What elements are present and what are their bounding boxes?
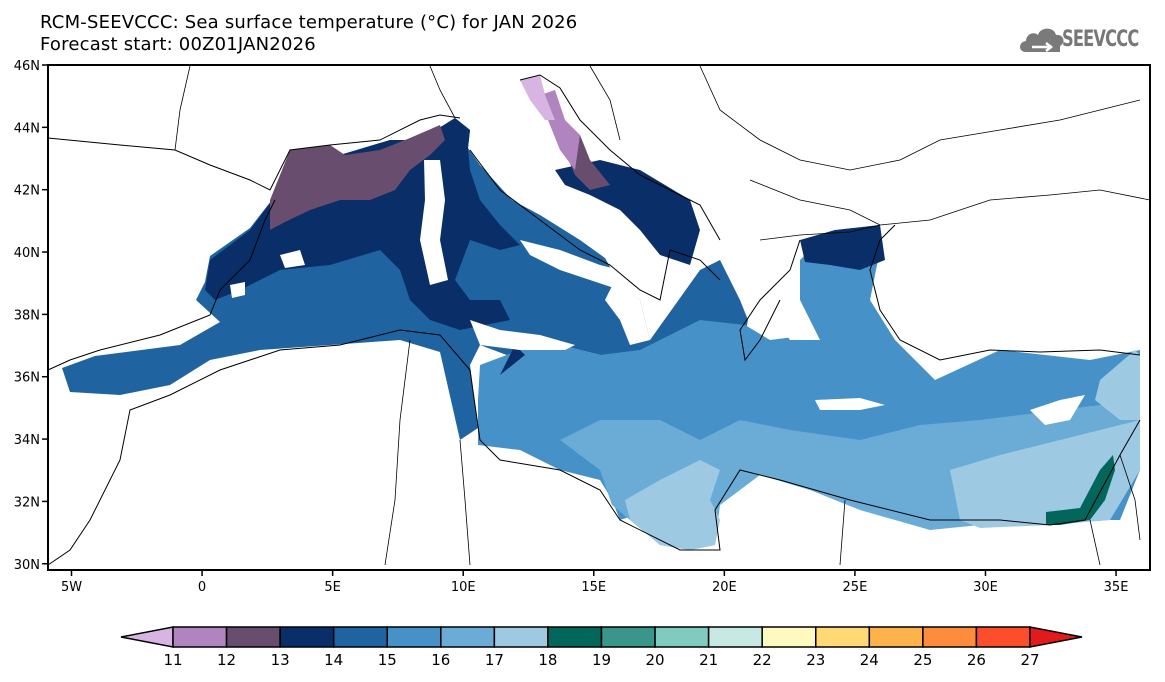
coastline	[47, 199, 276, 371]
x-tick-label: 20E	[712, 580, 737, 595]
colorbar-label: 19	[592, 651, 611, 669]
y-axis: 46N 44N 42N 40N 38N 36N 34N 32N 30N	[14, 59, 48, 573]
colorbar-label: 21	[699, 651, 718, 669]
colorbar-label: 16	[431, 651, 450, 669]
colorbar-label: 11	[163, 651, 182, 669]
country-border	[1119, 454, 1141, 541]
chart-title: RCM-SEEVCCC: Sea surface temperature (°C…	[40, 12, 578, 33]
colorbar-label: 25	[913, 651, 932, 669]
colorbar-extend-low	[120, 626, 174, 648]
colorbar-swatch	[547, 626, 603, 648]
y-tick-label: 46N	[14, 59, 40, 74]
country-border	[699, 65, 1141, 171]
land-mask	[280, 250, 305, 268]
colorbar-label: 15	[378, 651, 397, 669]
country-border	[759, 224, 881, 241]
colorbar-label: 27	[1020, 651, 1039, 669]
sst-fill-layer	[62, 75, 1140, 550]
plot-frame	[47, 64, 1151, 571]
y-tick-label: 42N	[14, 184, 40, 199]
logo-text: SEEVCCC	[1062, 27, 1139, 52]
country-border	[459, 439, 471, 566]
coastline	[47, 114, 461, 191]
colorbar-swatch	[225, 626, 281, 648]
sst-below-11	[520, 75, 555, 120]
colorbar-swatch	[386, 626, 442, 648]
colorbar-swatch	[975, 626, 1031, 648]
colorbar-swatch	[279, 626, 335, 648]
y-tick-label: 32N	[14, 495, 40, 510]
sst-17-18-iskenderun	[1095, 350, 1140, 420]
colorbar-swatch	[761, 626, 817, 648]
colorbar-swatch	[172, 626, 228, 648]
colorbar-swatch	[600, 626, 656, 648]
coastline-layer	[47, 65, 1151, 566]
land-mask	[520, 240, 650, 290]
colorbar-label: 24	[860, 651, 879, 669]
coastline	[469, 149, 721, 301]
y-tick-label: 44N	[14, 121, 40, 136]
colorbar-label: 18	[538, 651, 557, 669]
colorbar-label: 17	[485, 651, 504, 669]
colorbar: 11 12 13 14 15 16 17 18 19 20 21 22 23 24 25 26 27	[120, 626, 1083, 669]
country-border	[589, 65, 621, 141]
y-tick-label: 38N	[14, 308, 40, 323]
y-tick-label: 40N	[14, 246, 40, 261]
cloud-icon	[1020, 28, 1064, 52]
land-mask	[470, 320, 575, 350]
sst-18-19	[1046, 455, 1115, 525]
country-border	[384, 339, 411, 566]
colorbar-label: 14	[324, 651, 343, 669]
land-mask	[605, 280, 650, 345]
x-tick-label: 15E	[581, 580, 606, 595]
land-mask	[740, 250, 820, 340]
colorbar-label: 12	[217, 651, 236, 669]
country-border	[839, 499, 846, 566]
colorbar-swatch	[493, 626, 549, 648]
colorbar-label: 22	[753, 651, 772, 669]
x-tick-label: 5W	[61, 580, 82, 595]
y-tick-label: 36N	[14, 371, 40, 386]
coastline	[47, 329, 471, 566]
colorbar-swatch	[707, 626, 763, 648]
colorbar-label: 13	[271, 651, 290, 669]
x-tick-label: 0	[198, 580, 206, 595]
country-border	[749, 179, 1151, 226]
colorbar-swatch	[922, 626, 978, 648]
colorbar-label: 23	[806, 651, 825, 669]
land-mask	[230, 282, 245, 298]
x-tick-label: 35E	[1104, 580, 1129, 595]
colorbar-label: 26	[967, 651, 986, 669]
x-tick-label: 30E	[973, 580, 998, 595]
coastline	[469, 369, 1141, 551]
colorbar-label: 20	[646, 651, 665, 669]
sst-17-18-sidra	[625, 460, 720, 550]
x-tick-label: 10E	[451, 580, 476, 595]
y-tick-label: 30N	[14, 558, 40, 573]
coastline	[869, 224, 1141, 361]
land-mask	[1030, 395, 1085, 425]
chart-subtitle: Forecast start: 00Z01JAN2026	[40, 34, 316, 55]
colorbar-swatch	[654, 626, 710, 648]
country-border	[429, 65, 456, 119]
colorbar-swatch	[868, 626, 924, 648]
sst-12-13-lion	[270, 125, 445, 230]
colorbar-extend-high	[1029, 626, 1083, 648]
land-mask	[420, 160, 448, 285]
sst-13-14-sicily	[500, 345, 525, 375]
colorbar-swatch	[332, 626, 388, 648]
sst-13-14-aegean	[800, 225, 885, 270]
coastline	[519, 74, 721, 241]
colorbar-swatch	[440, 626, 496, 648]
x-tick-label: 5E	[324, 580, 341, 595]
x-axis: 5W 0 5E 10E 15E 20E 25E 30E 35E	[61, 570, 1128, 595]
country-border	[174, 65, 191, 151]
country-border	[1089, 519, 1101, 566]
y-tick-label: 34N	[14, 433, 40, 448]
land-mask	[815, 398, 885, 410]
x-tick-label: 25E	[843, 580, 868, 595]
colorbar-swatch	[815, 626, 871, 648]
coastline	[739, 239, 801, 362]
